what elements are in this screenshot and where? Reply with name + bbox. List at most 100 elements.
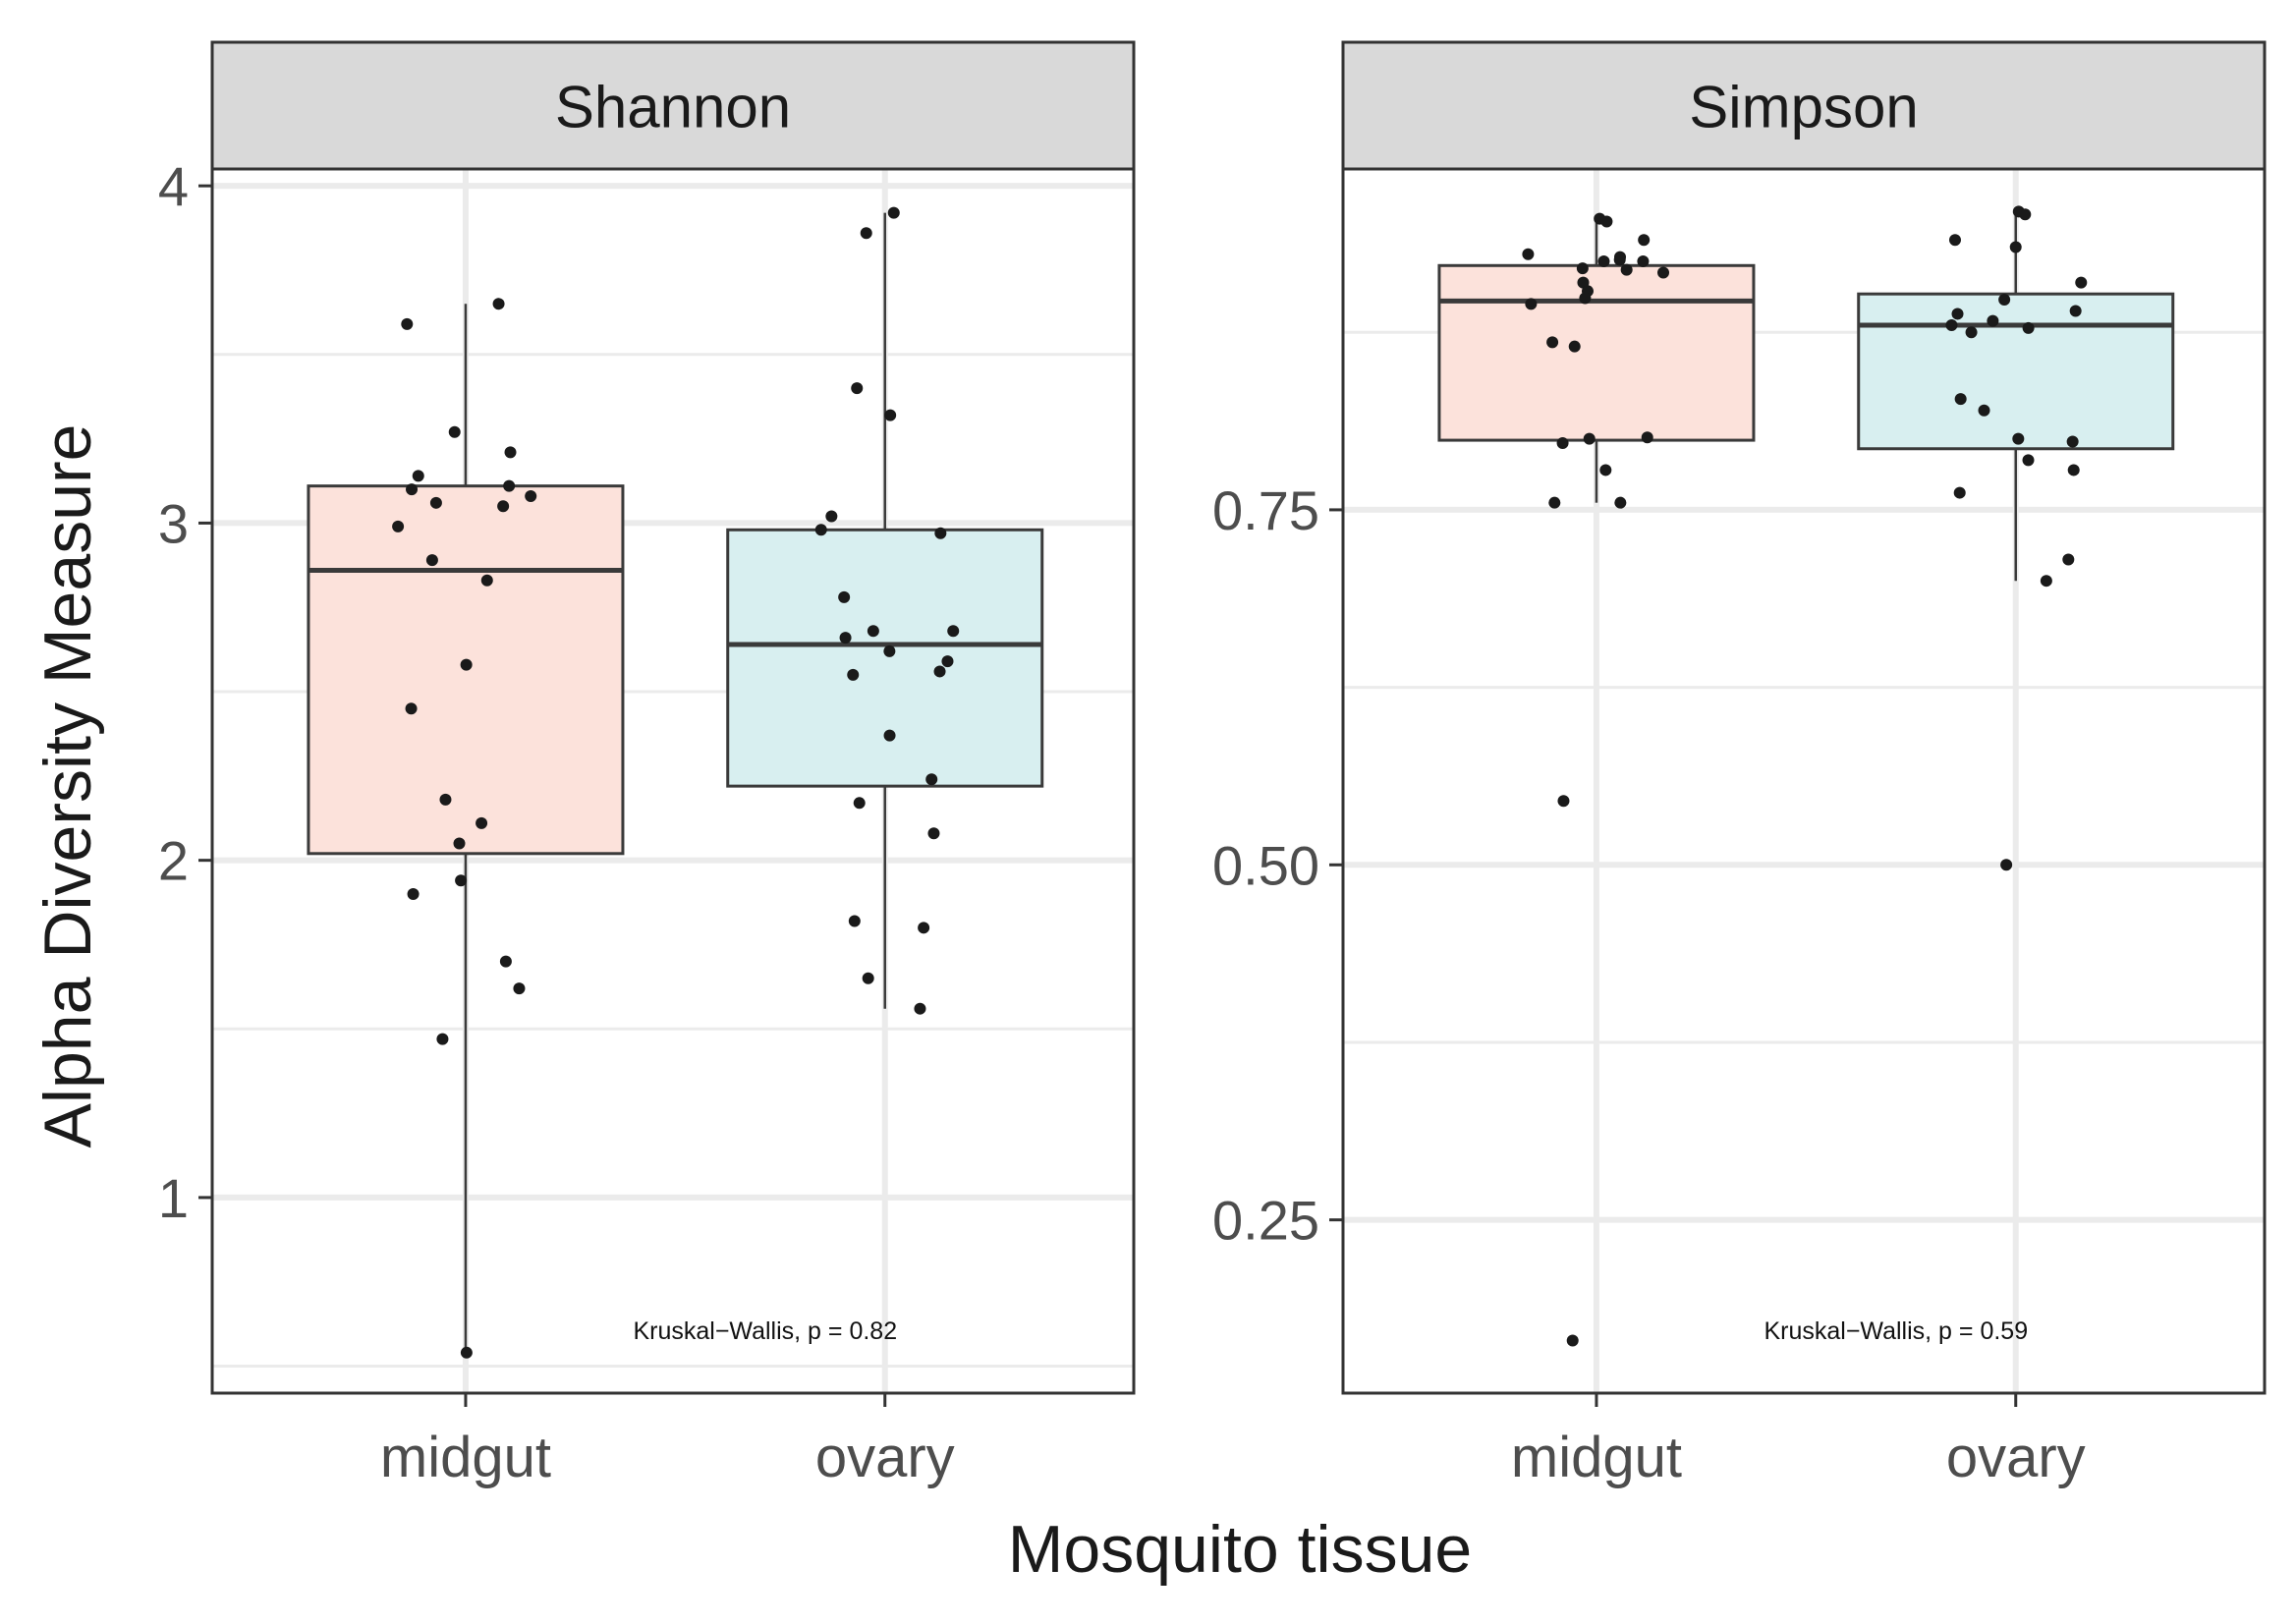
data-point-ovary [847, 668, 860, 681]
y-axis-title: Alpha Diversity Measure [30, 424, 105, 1148]
data-point-ovary [1951, 308, 1964, 320]
x-tick-label: ovary [815, 1426, 955, 1489]
data-point-ovary [887, 206, 900, 219]
y-tick-label: 0.25 [1212, 1190, 1319, 1252]
data-point-midgut [1546, 336, 1559, 349]
data-point-midgut [480, 574, 493, 587]
data-point-ovary [851, 382, 864, 395]
data-point-ovary [867, 625, 879, 638]
data-point-ovary [825, 510, 838, 523]
data-point-midgut [503, 479, 516, 492]
data-point-midgut [1522, 248, 1535, 260]
data-point-midgut [460, 1346, 473, 1359]
data-point-midgut [1641, 431, 1653, 444]
data-point-midgut [429, 496, 442, 509]
data-point-ovary [883, 644, 896, 657]
data-point-ovary [2022, 454, 2035, 467]
data-point-midgut [476, 816, 488, 829]
data-point-ovary [1978, 404, 1990, 417]
data-point-midgut [436, 1033, 449, 1045]
box-ovary [1857, 292, 2175, 451]
data-point-ovary [918, 922, 930, 934]
data-point-midgut [407, 887, 420, 900]
data-point-ovary [1987, 314, 1999, 327]
data-point-ovary [862, 972, 874, 984]
data-point-ovary [934, 527, 947, 539]
panel-simpson: Kruskal−Wallis, p = 0.59 Simpson 0.25 0.50 0… [1212, 40, 2267, 1489]
data-point-midgut [1657, 266, 1670, 279]
data-point-ovary [2066, 435, 2079, 448]
facet-panels: Kruskal−Wallis, p = 0.82 Shannon 1 2 3 4 midgu… [158, 40, 2267, 1489]
data-point-ovary [1948, 234, 1961, 247]
data-point-ovary [838, 590, 851, 603]
data-point-midgut [1579, 292, 1592, 305]
data-point-midgut [1620, 263, 1633, 276]
y-tick-label: 4 [158, 155, 189, 217]
facet-strip-title: Shannon [555, 75, 791, 140]
data-point-midgut [1583, 432, 1596, 445]
data-point-ovary [1954, 393, 1967, 406]
data-point-midgut [1638, 234, 1651, 247]
data-point-ovary [2000, 859, 2013, 871]
data-point-midgut [1556, 436, 1569, 449]
data-point-midgut [453, 837, 466, 850]
data-point-midgut [1637, 254, 1650, 267]
data-point-midgut [1600, 215, 1613, 228]
data-point-ovary [933, 665, 946, 678]
data-point-ovary [2075, 276, 2088, 289]
data-point-midgut [1566, 1334, 1579, 1347]
y-tick-label: 1 [158, 1167, 189, 1229]
data-point-ovary [814, 524, 827, 536]
data-point-midgut [1568, 340, 1581, 353]
x-axis-title: Mosquito tissue [1008, 1512, 1472, 1587]
x-tick-label: midgut [380, 1426, 551, 1489]
x-tick-label: midgut [1511, 1426, 1682, 1489]
data-point-midgut [499, 955, 512, 968]
data-point-midgut [1525, 298, 1538, 310]
data-point-midgut [406, 483, 419, 496]
data-point-midgut [504, 446, 517, 459]
kruskal-wallis-annotation: Kruskal−Wallis, p = 0.82 [633, 1317, 897, 1345]
y-tick-label: 0.75 [1212, 479, 1319, 541]
data-point-ovary [853, 797, 866, 810]
data-point-ovary [2067, 464, 2080, 476]
data-point-midgut [412, 470, 424, 482]
data-point-midgut [425, 554, 438, 567]
data-point-midgut [1613, 253, 1626, 266]
y-tick-label: 0.50 [1212, 834, 1319, 896]
kruskal-wallis-annotation: Kruskal−Wallis, p = 0.59 [1764, 1317, 2028, 1345]
data-point-midgut [1614, 496, 1627, 509]
y-tick-label: 2 [158, 830, 189, 892]
data-point-midgut [455, 874, 468, 887]
data-point-midgut [492, 298, 505, 310]
data-point-midgut [1548, 496, 1561, 509]
data-point-ovary [2009, 241, 2022, 253]
data-point-ovary [1945, 319, 1958, 332]
data-point-ovary [884, 409, 897, 421]
data-point-ovary [927, 827, 940, 840]
data-point-midgut [439, 793, 452, 806]
data-point-midgut [401, 317, 414, 330]
data-point-ovary [2012, 432, 2025, 445]
box-ovary [726, 528, 1044, 788]
data-point-midgut [448, 425, 461, 438]
y-tick-label: 3 [158, 492, 189, 554]
data-point-ovary [914, 1002, 926, 1015]
data-point-midgut [1576, 262, 1589, 275]
data-point-midgut [392, 520, 405, 532]
x-tick-label: ovary [1946, 1426, 2086, 1489]
facet-strip [1341, 40, 2267, 171]
data-point-ovary [2019, 208, 2032, 221]
data-point-ovary [2040, 575, 2052, 588]
facet-strip-title: Simpson [1689, 75, 1918, 140]
data-point-ovary [925, 773, 938, 786]
data-point-midgut [460, 658, 473, 671]
panel-shannon: Kruskal−Wallis, p = 0.82 Shannon 1 2 3 4 midgu… [158, 40, 1136, 1489]
data-point-ovary [883, 729, 896, 742]
data-point-midgut [1599, 464, 1612, 476]
facet-strip [210, 40, 1136, 171]
data-point-ovary [2062, 553, 2075, 566]
data-point-midgut [405, 702, 418, 715]
data-point-ovary [1953, 486, 1966, 499]
